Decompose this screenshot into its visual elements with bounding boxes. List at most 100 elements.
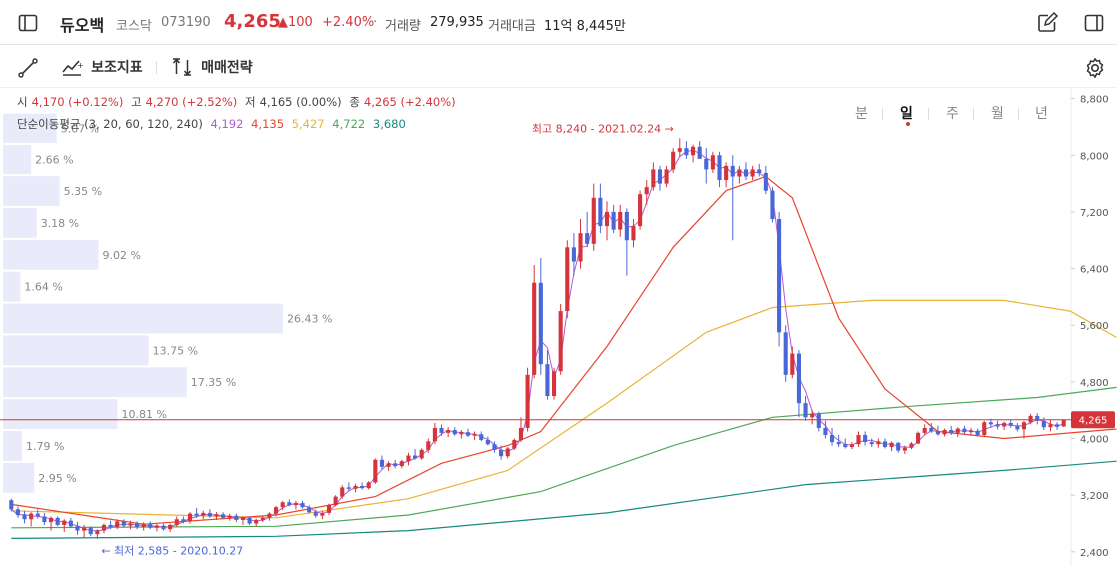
candle-down [1041, 420, 1046, 428]
candle-down [988, 422, 993, 425]
candle-down [896, 442, 901, 451]
candle-down [108, 524, 113, 528]
period-week[interactable]: 주 [946, 106, 959, 122]
candle-up [29, 513, 34, 520]
draw-line-icon[interactable] [16, 56, 40, 80]
edit-icon[interactable] [1035, 11, 1059, 35]
candle-up [333, 496, 338, 506]
candle-up [115, 521, 120, 528]
period-month[interactable]: 월 [991, 106, 1004, 122]
volume-profile-bar [3, 239, 99, 270]
period-year[interactable]: 년 [1035, 106, 1048, 122]
candle-up [95, 530, 100, 535]
y-tick-label: 2,400 [1080, 548, 1109, 559]
candle-up [1061, 419, 1066, 427]
candle-up [724, 165, 729, 181]
y-tick-label: 8,000 [1080, 151, 1109, 162]
price-chart[interactable]: 5.07 % 2.66 % 5.35 % 3.18 % 9.02 % 1.64 % 26.4… [0, 88, 1117, 566]
candle-down [247, 517, 252, 524]
candle-up [406, 455, 411, 462]
close-label: 종 [349, 95, 360, 109]
candle-up [320, 512, 325, 516]
low-label: 저 [244, 95, 256, 109]
ma3-line [10, 149, 1064, 532]
candle-up [889, 442, 894, 448]
candle-up [942, 430, 947, 435]
candles [9, 138, 1066, 539]
candle-down [360, 485, 365, 489]
candle-up [690, 146, 696, 156]
candle-up [240, 517, 246, 520]
period-day[interactable]: 일 [900, 106, 913, 122]
candle-down [717, 155, 722, 181]
ma240-value: 3,680 [372, 117, 406, 131]
candle-down [68, 520, 73, 527]
candle-up [168, 524, 173, 530]
ma120-value: 4,722 [332, 117, 366, 131]
candle-up [326, 505, 332, 513]
sidebar-toggle-icon[interactable] [16, 11, 40, 35]
candle-down [611, 211, 616, 230]
candle-down [492, 444, 497, 450]
candle-down [770, 190, 775, 220]
candle-down [1035, 415, 1040, 421]
high-annotation: 최고 8,240 - 2021.02.24 → [532, 122, 674, 135]
candle-down [287, 502, 292, 506]
candle-down [452, 430, 457, 435]
volume-profile-bar [3, 144, 32, 175]
candle-up [141, 524, 146, 528]
candle-up [551, 371, 557, 397]
candle-down [743, 169, 749, 177]
candle-down [181, 519, 186, 522]
period-divider [882, 108, 883, 120]
candle-up [638, 194, 643, 227]
chart-trend-icon: + [62, 60, 84, 76]
volume-profile-bar [3, 113, 57, 143]
candle-down [757, 169, 762, 173]
candle-down [882, 441, 888, 448]
candle-down [413, 455, 418, 459]
candle-up [174, 519, 179, 525]
candle-down [439, 427, 444, 433]
candle-down [763, 172, 768, 191]
indicator-button[interactable]: + 보조지표 [60, 55, 143, 79]
candle-up [128, 523, 133, 526]
volume-profile-label: 2.95 % [38, 472, 76, 485]
volume-profile-label: 1.79 % [26, 440, 64, 453]
period-minute[interactable]: 분 [855, 106, 868, 122]
candle-up [267, 513, 272, 518]
svg-text:+: + [77, 61, 84, 70]
candle-down [313, 512, 318, 516]
candle-up [631, 226, 636, 241]
panel-toggle-icon[interactable] [1082, 11, 1106, 35]
volume-label: 거래량 [385, 19, 421, 34]
candle-up [472, 434, 477, 436]
volume-profile-bar [3, 176, 60, 206]
volume-profile-label: 3.18 % [41, 217, 79, 230]
candle-down [121, 521, 126, 526]
candle-up [982, 422, 987, 435]
candle-up [856, 434, 861, 445]
candle-up [750, 169, 755, 177]
candle-down [207, 512, 212, 517]
settings-gear-icon[interactable] [1083, 56, 1107, 80]
y-tick-label: 4,800 [1080, 378, 1109, 389]
candle-up [214, 514, 219, 517]
candle-down [234, 515, 239, 520]
candle-down [697, 146, 702, 159]
candle-down [975, 430, 980, 435]
candle-up [1021, 422, 1027, 430]
market-name: 코스닥 [116, 19, 152, 34]
candle-down [657, 169, 662, 184]
ma3-value: 4,192 [210, 117, 244, 131]
strategy-button[interactable]: 매매전략 [170, 55, 253, 79]
volume-profile-label: 5.07 % [61, 122, 99, 135]
amount-value: 11억 8,445만 [544, 19, 626, 34]
volume-profile-label: 5.35 % [64, 185, 102, 198]
candle-down [9, 500, 14, 510]
volume-profile-label: 13.75 % [153, 344, 198, 357]
ma20-value: 4,135 [251, 117, 285, 131]
ma60-line [11, 299, 1117, 519]
candle-down [704, 158, 709, 170]
candle-up [909, 443, 914, 448]
